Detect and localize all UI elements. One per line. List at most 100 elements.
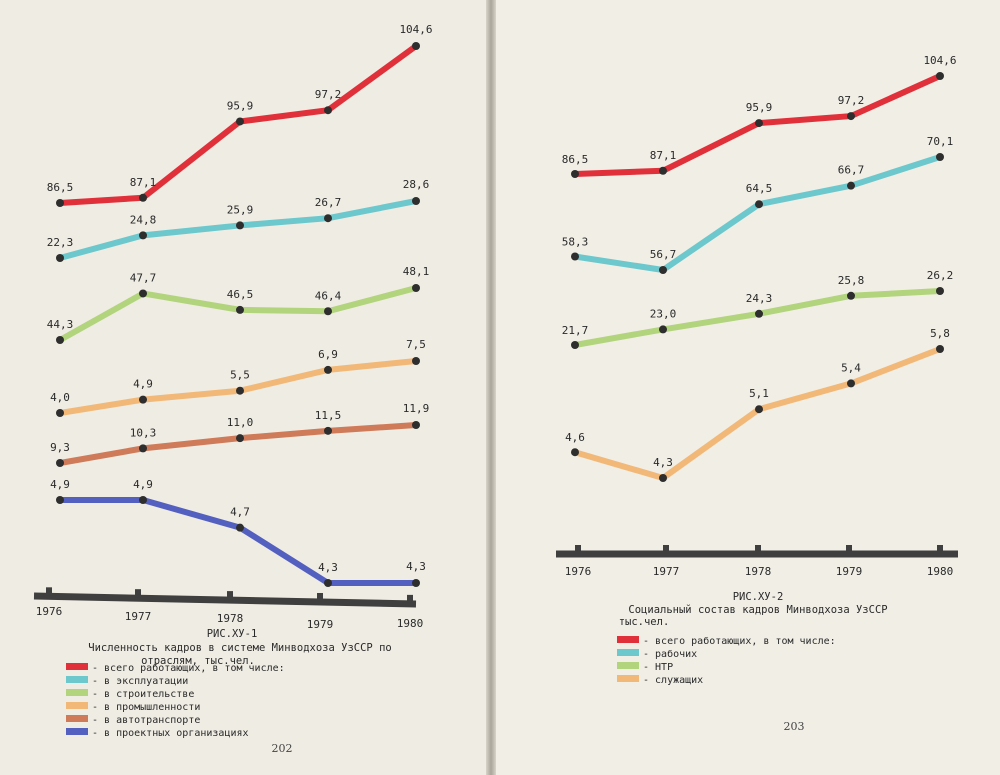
fig1-label-в-проектных-организациях-1979: 4,3 [318,561,338,574]
fig1-segment-в-эксплуатации-0 [59,232,144,261]
fig1-series-в-строительстве: 44,3 47,7 46,5 46,4 48,1 [47,265,429,344]
fig1-point-в-эксплуатации-1979 [324,214,332,223]
fig1-segment-всего-работающих-в-том-числе-3 [326,43,418,113]
fig1-point-в-автотранспорте-1977 [139,444,147,453]
fig1-legend-label-в-промышленности: - в промышленности [92,702,200,713]
fig1-tick-label-1979: 1979 [307,618,334,631]
fig1-point-в-проектных-организациях-1978 [236,523,244,532]
fig1-segment-всего-работающих-в-том-числе-0 [59,194,144,206]
fig1-label-в-проектных-организациях-1980: 4,3 [406,560,426,573]
fig1-point-в-промышленности-1977 [139,395,147,404]
fig1-label-в-автотранспорте-1980: 11,9 [403,402,430,415]
fig1-series-в-автотранспорте: 9,3 10,3 11,0 11,5 11,9 [50,402,429,467]
book-gutter [486,0,496,775]
fig1-point-в-промышленности-1978 [236,386,244,395]
fig1-point-в-автотранспорте-1980 [412,421,420,429]
fig1-point-в-промышленности-1979 [324,365,332,374]
fig1-legend-swatch-в-промышленности [66,702,88,709]
fig1-point-в-автотранспорте-1979 [324,426,332,435]
fig1-legend-swatch-в-строительстве [66,689,88,696]
fig1-label-в-эксплуатации-1976: 22,3 [47,236,74,249]
fig1-segment-в-промышленности-2 [239,366,329,394]
fig1-label-в-эксплуатации-1980: 28,6 [403,178,430,191]
fig1-segment-в-эксплуатации-1 [142,222,241,239]
fig1-point-всего-работающих-в-том-числе-1976 [56,199,64,207]
fig1-tick-1978 [227,591,233,600]
fig1-label-в-промышленности-1976: 4,0 [50,391,70,404]
fig1-label-в-автотранспорте-1977: 10,3 [130,426,157,439]
fig1-point-в-строительстве-1977 [139,289,147,298]
fig1-label-всего-работающих-в-том-числе-1976: 86,5 [47,181,74,194]
fig1-segment-в-эксплуатации-2 [239,215,329,229]
fig1-tick-1980 [407,594,413,603]
fig1-legend-swatch-в-проектных-организациях [66,728,88,735]
fig1-series-в-проектных-организациях: 4,9 4,9 4,7 4,3 4,3 [50,478,426,587]
fig1-label-в-строительстве-1977: 47,7 [130,271,157,284]
fig1-label-всего-работающих-в-том-числе-1977: 87,1 [130,176,157,189]
fig1-point-в-проектных-организациях-1980 [412,579,420,587]
fig1-label-в-строительстве-1979: 46,4 [315,289,342,302]
fig1-segment-в-строительстве-0 [58,290,145,343]
fig1-point-в-автотранспорте-1976 [56,459,64,467]
fig1-point-в-эксплуатации-1976 [56,254,64,262]
fig1-label-в-промышленности-1978: 5,5 [230,369,250,382]
fig1-label-в-автотранспорте-1976: 9,3 [50,441,70,454]
fig1-point-в-проектных-организациях-1977 [139,496,147,504]
fig1-legend-label-в-строительстве: - в строительстве [92,689,194,700]
fig1-segment-в-автотранспорте-1 [142,435,241,452]
fig1-point-в-строительстве-1976 [56,336,64,344]
fig1-point-в-проектных-организациях-1979 [324,579,332,587]
fig1-segment-в-автотранспорте-3 [327,422,417,434]
figure-xu-1-title-line-1: Численность кадров в системе Минводхоза … [88,642,391,654]
figure-xu-1-number: РИС.ХУ-1 [207,628,258,640]
fig1-x-axis [33,592,417,608]
fig1-point-в-эксплуатации-1977 [139,231,147,240]
fig1-segment-в-промышленности-1 [142,387,241,403]
fig1-segment-всего-работающих-в-том-числе-1 [141,119,242,201]
fig1-tick-1977 [135,589,141,598]
fig1-label-всего-работающих-в-том-числе-1978: 95,9 [227,99,254,112]
fig1-label-всего-работающих-в-том-числе-1979: 97,2 [315,88,342,101]
fig1-segment-в-автотранспорте-0 [59,445,144,466]
fig1-label-в-эксплуатации-1979: 26,7 [315,196,342,209]
fig1-tick-1979 [317,592,323,601]
fig1-point-в-строительстве-1979 [324,307,332,316]
fig1-label-всего-работающих-в-том-числе-1980: 104,6 [399,23,432,36]
fig1-label-в-промышленности-1977: 4,9 [133,378,153,391]
fig1-label-в-эксплуатации-1978: 25,9 [227,203,254,216]
page-203 [494,0,1000,775]
fig1-point-всего-работающих-в-том-числе-1978 [236,117,244,126]
page-number-202: 202 [272,742,293,755]
fig1-tick-label-1977: 1977 [125,610,152,623]
fig1-point-в-проектных-организациях-1976 [56,496,64,504]
fig1-label-в-автотранспорте-1979: 11,5 [315,409,342,422]
fig1-legend-label-в-проектных-организациях: - в проектных организациях [92,728,249,739]
fig1-point-всего-работающих-в-том-числе-1980 [412,42,420,50]
fig1-label-в-промышленности-1980: 7,5 [406,338,426,351]
fig1-point-всего-работающих-в-том-числе-1979 [324,106,332,115]
fig1-series-всего-работающих-в-том-числе: 86,5 87,1 95,9 97,2 104,6 [47,23,433,207]
fig1-point-в-промышленности-1976 [56,409,64,417]
fig1-label-в-строительстве-1976: 44,3 [47,318,74,331]
fig1-segment-в-автотранспорте-2 [239,427,329,442]
fig1-tick-label-1978: 1978 [217,612,244,625]
fig1-point-всего-работающих-в-том-числе-1977 [139,193,147,202]
fig1-legend-swatch-в-автотранспорте [66,715,88,722]
fig1-series-в-промышленности: 4,0 4,9 5,5 6,9 7,5 [50,338,426,417]
fig1-label-в-промышленности-1979: 6,9 [318,348,338,361]
fig1-tick-label-1980: 1980 [397,617,424,630]
fig1-tick-label-1976: 1976 [36,605,63,618]
fig1-segment-в-строительстве-2 [239,306,329,315]
fig1-point-в-строительстве-1978 [236,305,244,314]
figure-xu-1-chart: 86,5 87,1 95,9 97,2 104,6 22,3 24,8 25,9 26,7 28,… [33,23,433,755]
fig1-series-в-эксплуатации: 22,3 24,8 25,9 26,7 28,6 [47,178,430,262]
fig1-segment-в-эксплуатации-3 [327,198,417,222]
fig1-label-в-проектных-организациях-1977: 4,9 [133,478,153,491]
fig1-point-в-строительстве-1980 [412,284,420,292]
fig1-segment-в-проектных-организациях-1 [142,497,241,531]
fig1-point-в-эксплуатации-1980 [412,197,420,205]
fig1-segment-в-строительстве-1 [142,290,241,313]
fig1-point-в-эксплуатации-1978 [236,221,244,230]
figure-xu-1-title-line-2: отраслям, тыс.чел. [141,655,255,667]
